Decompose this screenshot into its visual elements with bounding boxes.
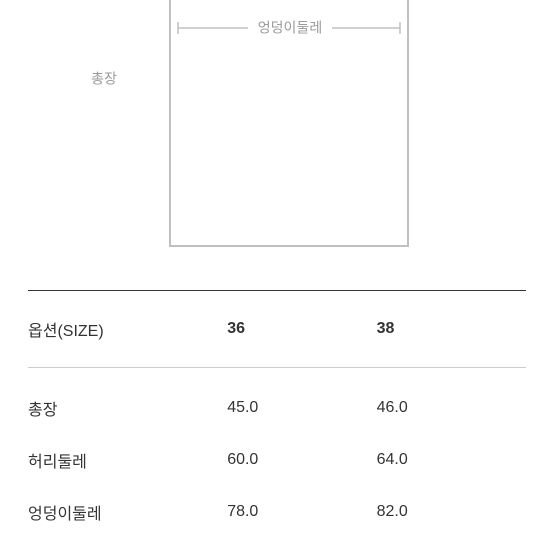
row-val: 78.0 — [227, 486, 376, 538]
row-val: 82.0 — [377, 486, 526, 538]
diagram-svg: 엉덩이둘레 총장 — [0, 0, 554, 290]
header-option: 옵션(SIZE) — [28, 291, 227, 368]
total-length-label: 총장 — [91, 71, 117, 87]
row-val: 45.0 — [227, 368, 376, 435]
row-label: 엉덩이둘레 — [28, 486, 227, 538]
size-table: 옵션(SIZE) 36 38 총장 45.0 46.0 허리둘레 60.0 64… — [28, 290, 526, 538]
row-label: 총장 — [28, 368, 227, 435]
table-header-row: 옵션(SIZE) 36 38 — [28, 291, 526, 368]
table-row: 허리둘레 60.0 64.0 — [28, 434, 526, 486]
table-row: 엉덩이둘레 78.0 82.0 — [28, 486, 526, 538]
row-val: 64.0 — [377, 434, 526, 486]
row-label: 허리둘레 — [28, 434, 227, 486]
skirt-diagram: 엉덩이둘레 총장 — [0, 0, 554, 290]
row-val: 46.0 — [377, 368, 526, 435]
header-size-1: 38 — [377, 291, 526, 368]
row-val: 60.0 — [227, 434, 376, 486]
hip-label: 엉덩이둘레 — [258, 20, 322, 36]
header-size-0: 36 — [227, 291, 376, 368]
size-table-area: 옵션(SIZE) 36 38 총장 45.0 46.0 허리둘레 60.0 64… — [0, 290, 554, 538]
table-row: 총장 45.0 46.0 — [28, 368, 526, 435]
